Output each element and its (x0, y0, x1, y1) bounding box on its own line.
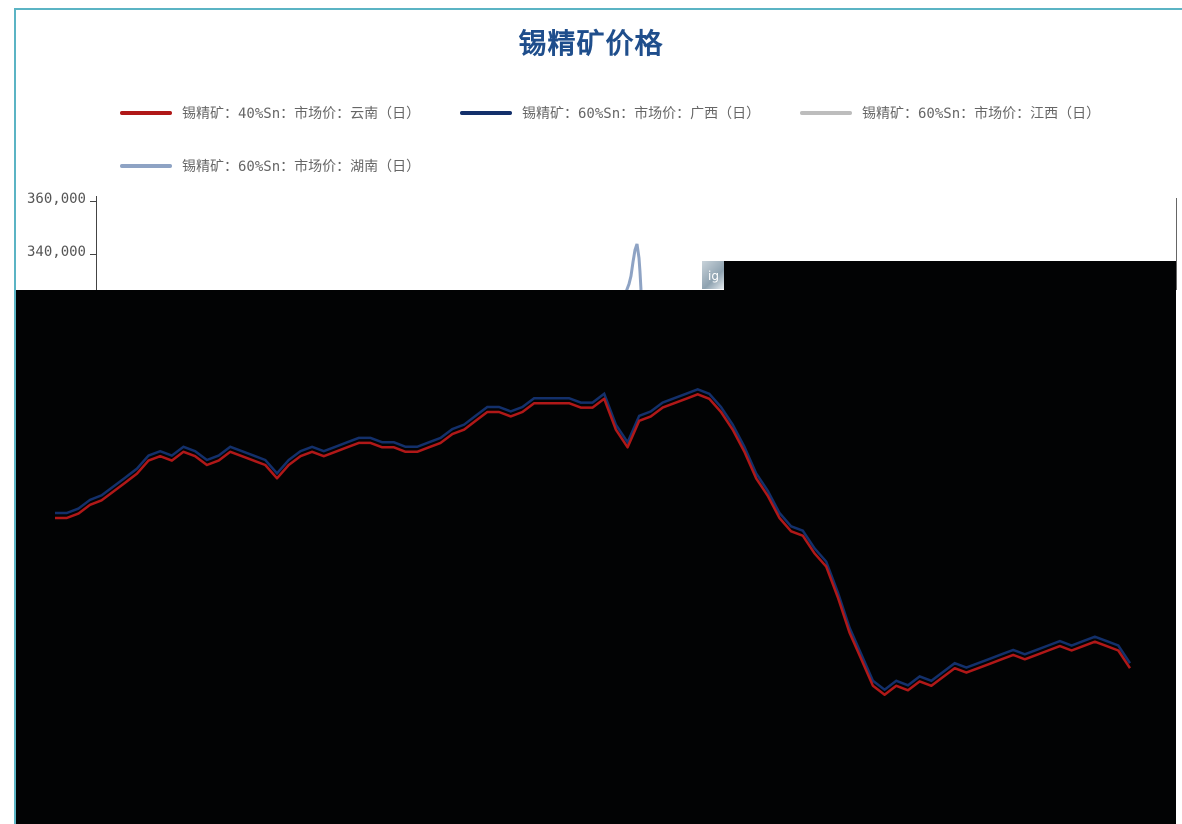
legend-swatch-guangxi (460, 111, 512, 115)
legend-swatch-hunan (120, 164, 172, 168)
thumbnail-glyph: ig (708, 269, 719, 283)
legend-label-guangxi: 锡精矿：60%Sn：市场价：广西（日） (522, 106, 761, 122)
legend-label-jiangxi: 锡精矿：60%Sn：市场价：江西（日） (862, 106, 1101, 122)
legend-label-hunan: 锡精矿：60%Sn：市场价：湖南（日） (182, 159, 421, 175)
chart-legend: 锡精矿：40%Sn：市场价：云南（日） 锡精矿：60%Sn：市场价：广西（日） … (0, 0, 1182, 190)
legend-label-yunnan: 锡精矿：40%Sn：市场价：云南（日） (182, 106, 421, 122)
y-tick-label-340000: 340,000 (26, 244, 86, 260)
legend-item-jiangxi-60[interactable]: 锡精矿：60%Sn：市场价：江西（日） (800, 103, 1100, 123)
occluding-panel (16, 290, 1176, 824)
y-tick-mark-340000 (90, 254, 96, 255)
legend-swatch-yunnan (120, 111, 172, 115)
occluding-panel-top (724, 261, 1176, 290)
hunan-spike-line (624, 243, 643, 293)
series-line-guangxi-60 (55, 387, 1132, 692)
legend-item-hunan-60[interactable]: 锡精矿：60%Sn：市场价：湖南（日） (120, 156, 420, 176)
chart-title: 锡精矿价格 (518, 27, 664, 60)
legend-item-yunnan-40[interactable]: 锡精矿：40%Sn：市场价：云南（日） (120, 103, 420, 123)
legend-swatch-jiangxi (800, 111, 852, 115)
y-tick-label-360000: 360,000 (26, 191, 86, 207)
series-line-yunnan-40 (55, 393, 1132, 696)
thumbnail-image: ig (702, 261, 724, 289)
legend-item-guangxi-60[interactable]: 锡精矿：60%Sn：市场价：广西（日） (460, 103, 760, 123)
y-tick-mark-360000 (90, 201, 96, 202)
right-axis-line (1176, 198, 1177, 290)
y-axis-line (96, 196, 97, 296)
